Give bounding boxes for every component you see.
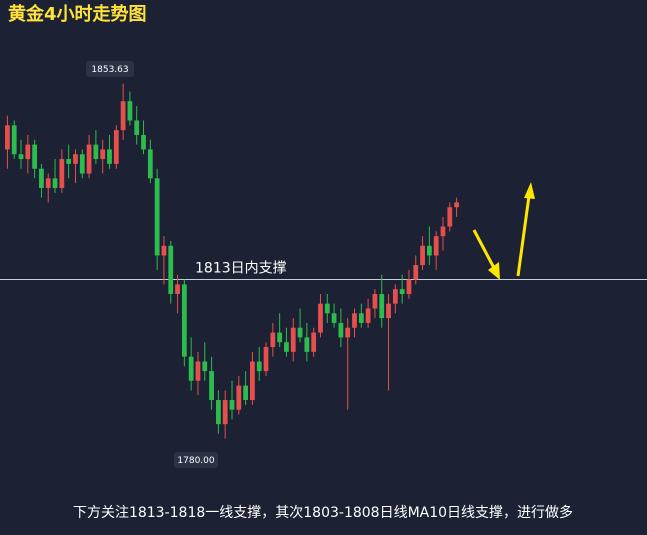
- annotation: 1780.00: [177, 456, 214, 466]
- candle-body: [290, 327, 296, 352]
- candle-body: [141, 134, 146, 150]
- arrow-head: [524, 182, 535, 199]
- candle-body: [365, 308, 371, 323]
- candle-body: [297, 327, 303, 338]
- annotation-box: [86, 61, 134, 77]
- arrows: [472, 182, 535, 280]
- candle-body: [284, 342, 289, 352]
- candle-body: [413, 265, 419, 280]
- candle-body: [120, 101, 126, 131]
- annotation-box: [174, 452, 218, 468]
- candle-body: [154, 178, 160, 256]
- candle-body: [202, 361, 208, 372]
- candle-body: [420, 245, 425, 266]
- candle-body: [168, 245, 174, 295]
- candle-body: [39, 168, 44, 188]
- candle-body: [52, 178, 58, 188]
- candle-body: [86, 144, 92, 174]
- candle-body: [270, 332, 276, 348]
- candle-body: [18, 154, 24, 160]
- candle-body: [345, 327, 351, 338]
- candle-body: [134, 120, 140, 135]
- candle-body: [195, 361, 201, 381]
- candle-body: [5, 125, 10, 150]
- candle-body: [209, 371, 214, 401]
- candle-body: [100, 149, 106, 160]
- candle-body: [45, 178, 51, 188]
- candle-body: [454, 202, 459, 208]
- candle-body: [447, 207, 453, 227]
- candle-body: [263, 347, 269, 372]
- arrow-head: [488, 262, 500, 280]
- candle-body: [250, 361, 255, 401]
- candle-body: [379, 294, 385, 319]
- chart-title: 黄金4小时走势图: [8, 3, 147, 25]
- candle-body: [406, 279, 412, 295]
- candle-body: [73, 154, 78, 164]
- candle-body: [181, 284, 187, 357]
- arrow-down: [472, 229, 496, 269]
- candle-body: [256, 361, 262, 372]
- candle-body: [324, 303, 330, 314]
- candle-body: [222, 400, 228, 425]
- annotation: 1853.63: [91, 65, 128, 75]
- candle-body: [229, 400, 235, 410]
- candle-body: [127, 101, 133, 121]
- candle-body: [352, 313, 357, 328]
- candle-body: [338, 322, 344, 338]
- candle-body: [433, 236, 439, 256]
- candle-body: [426, 245, 432, 256]
- candle-body: [66, 159, 72, 164]
- candle-body: [59, 159, 65, 188]
- caption: 下方关注1813-1818一线支撑，其次1803-1808日线MA10日线支撑，…: [73, 504, 573, 521]
- candle-body: [79, 154, 85, 174]
- candle-body: [392, 289, 398, 304]
- candle-body: [318, 303, 323, 333]
- candle-body: [236, 385, 242, 410]
- candle-body: [188, 356, 194, 381]
- candle-body: [386, 303, 391, 319]
- candle-body: [216, 400, 221, 425]
- candle-body: [372, 294, 378, 309]
- candle-body: [440, 226, 446, 237]
- candle-body: [311, 332, 317, 352]
- candle-body: [331, 313, 337, 323]
- candle-body: [93, 144, 99, 160]
- candle-body: [277, 332, 283, 343]
- arrow-up: [516, 195, 531, 277]
- candle-body: [399, 289, 405, 295]
- candle-body: [147, 149, 153, 179]
- candle-body: [113, 130, 119, 164]
- candle-body: [11, 125, 17, 155]
- candle-body: [107, 149, 112, 164]
- candle-body: [32, 144, 38, 169]
- candle-body: [175, 284, 180, 295]
- support-label: 1813日内支撑: [195, 261, 287, 277]
- candle-body: [243, 385, 248, 401]
- candle-body: [25, 144, 31, 160]
- candle-body: [358, 313, 364, 323]
- candle-body: [304, 337, 310, 352]
- candle-body: [161, 245, 167, 256]
